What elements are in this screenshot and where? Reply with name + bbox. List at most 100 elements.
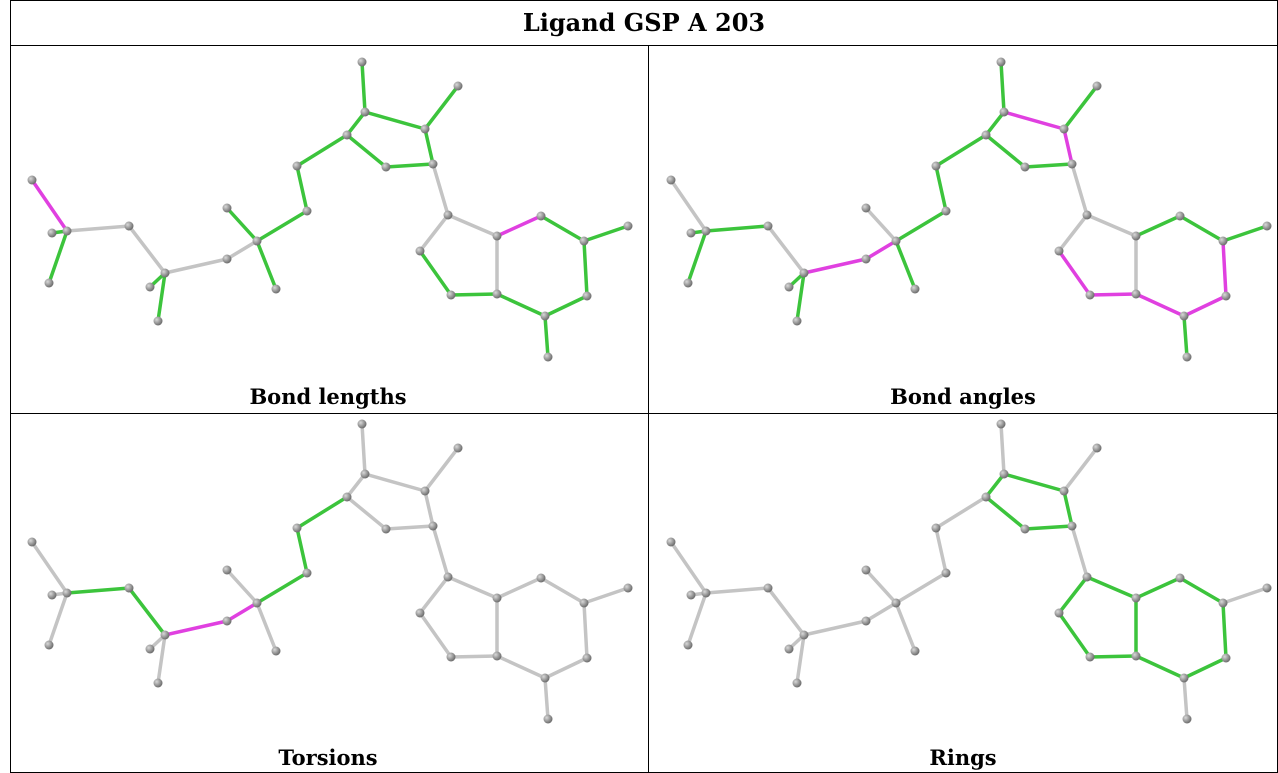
atom: [303, 569, 312, 578]
bond: [1090, 656, 1136, 657]
bond: [451, 656, 497, 657]
bond: [433, 526, 448, 577]
atom: [493, 652, 502, 661]
atom: [1068, 160, 1077, 169]
atom: [1086, 653, 1095, 662]
bond: [986, 497, 1025, 529]
atom: [272, 647, 281, 656]
bond: [706, 226, 768, 231]
atom: [63, 227, 72, 236]
bond: [896, 603, 915, 651]
bond: [541, 216, 584, 241]
atom: [361, 108, 370, 117]
atom: [447, 291, 456, 300]
bond: [497, 578, 541, 598]
atom: [667, 176, 676, 185]
bond: [227, 208, 257, 241]
bond: [1180, 578, 1223, 603]
bond: [688, 231, 706, 283]
atom: [416, 247, 425, 256]
bond: [896, 211, 946, 241]
bond: [425, 491, 433, 526]
bond: [1072, 526, 1087, 577]
atom: [125, 222, 134, 231]
bond: [545, 678, 548, 719]
atom: [382, 525, 391, 534]
atom: [1222, 654, 1231, 663]
atom: [1083, 211, 1092, 220]
bond: [433, 164, 448, 215]
atom: [541, 312, 550, 321]
bond: [32, 542, 67, 593]
bond: [545, 316, 548, 357]
bond: [1059, 251, 1090, 295]
bond: [347, 135, 386, 167]
bond: [386, 526, 433, 529]
atom: [421, 487, 430, 496]
bond: [584, 226, 628, 241]
bond: [1064, 86, 1097, 129]
atom: [862, 617, 871, 626]
bond: [425, 129, 433, 164]
atom: [253, 599, 262, 608]
atom: [1021, 163, 1030, 172]
atom: [544, 715, 553, 724]
panel-caption: Bond angles: [890, 384, 1036, 409]
atom: [1219, 237, 1228, 246]
bond: [297, 528, 307, 573]
atom: [146, 283, 155, 292]
atom: [684, 279, 693, 288]
bond: [936, 497, 986, 528]
bond: [497, 656, 545, 678]
bond: [1136, 294, 1184, 316]
atom: [800, 269, 809, 278]
bond: [386, 164, 433, 167]
bond: [1072, 164, 1087, 215]
atom: [793, 317, 802, 326]
bond: [1059, 613, 1090, 657]
bond: [1004, 112, 1064, 129]
atom: [416, 609, 425, 618]
atom: [667, 538, 676, 547]
bond: [1184, 678, 1187, 719]
atom: [997, 58, 1006, 67]
bond: [1025, 526, 1072, 529]
bond: [584, 241, 587, 296]
atom: [1132, 290, 1141, 299]
atom: [429, 522, 438, 531]
atom: [1000, 108, 1009, 117]
bond: [866, 603, 896, 621]
bond: [257, 573, 307, 603]
bond: [49, 231, 67, 283]
bond: [420, 577, 448, 613]
panel-caption: Bond lengths: [249, 384, 406, 409]
molecule: [667, 420, 1272, 724]
bond: [866, 570, 896, 603]
bond: [1059, 215, 1087, 251]
bond: [227, 241, 257, 259]
bond: [420, 613, 451, 657]
bond: [257, 603, 276, 651]
atom: [911, 285, 920, 294]
atom: [161, 269, 170, 278]
atom: [1000, 470, 1009, 479]
atom: [892, 599, 901, 608]
bond: [451, 294, 497, 295]
bond: [1136, 656, 1184, 678]
atom: [343, 131, 352, 140]
bond: [1064, 491, 1072, 526]
molecule: [28, 420, 633, 724]
bond: [936, 166, 946, 211]
atom: [293, 162, 302, 171]
bond: [497, 216, 541, 236]
bond: [768, 226, 804, 273]
bond: [297, 497, 347, 528]
bond: [584, 588, 628, 603]
bond: [688, 593, 706, 645]
atom: [454, 444, 463, 453]
atom: [444, 211, 453, 220]
atom: [45, 641, 54, 650]
atom: [684, 641, 693, 650]
bond: [545, 296, 587, 316]
atom: [253, 237, 262, 246]
